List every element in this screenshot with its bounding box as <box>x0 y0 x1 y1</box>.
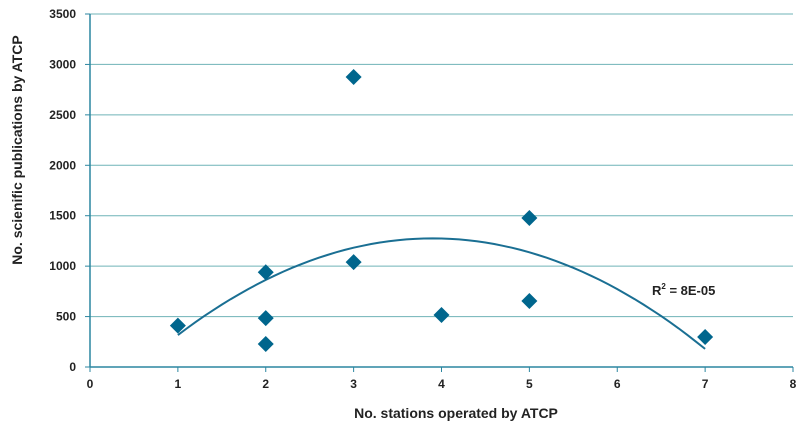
x-tick-label: 2 <box>262 377 269 391</box>
y-tick-label: 1500 <box>49 209 76 223</box>
x-tick-label: 6 <box>614 377 621 391</box>
y-tick-label: 2000 <box>49 158 76 172</box>
r2-annotation: R2 = 8E-05 <box>652 282 715 298</box>
x-tick-label: 4 <box>438 377 445 391</box>
data-point <box>345 254 362 271</box>
x-tick-label: 3 <box>350 377 357 391</box>
data-point <box>433 307 450 324</box>
x-tick-label: 7 <box>702 377 709 391</box>
x-tick-labels: 0 1 2 3 4 5 6 7 8 <box>87 377 797 391</box>
data-points <box>169 69 714 353</box>
data-point <box>697 329 714 346</box>
data-point <box>345 69 362 86</box>
x-tick-label: 0 <box>87 377 94 391</box>
y-tick-label: 3000 <box>49 57 76 71</box>
x-tick-label: 8 <box>790 377 797 391</box>
data-point <box>521 210 538 227</box>
data-point <box>521 293 538 310</box>
y-tick-label: 3500 <box>49 7 76 21</box>
y-tick-label: 0 <box>69 360 76 374</box>
x-axis-label: No. stations operated by ATCP <box>354 405 558 421</box>
gridlines <box>90 13 793 318</box>
trendline <box>177 237 706 350</box>
y-tick-label: 500 <box>56 310 76 324</box>
data-point <box>257 264 274 281</box>
data-point <box>257 336 274 353</box>
y-tick-labels: 0 500 1000 1500 2000 2500 3000 3500 <box>49 7 76 374</box>
data-point <box>257 310 274 327</box>
y-axis-label: No. scienific publications by ATCP <box>9 35 25 264</box>
x-tick-label: 1 <box>175 377 182 391</box>
y-tick-label: 2500 <box>49 108 76 122</box>
axes <box>85 13 794 372</box>
data-point <box>169 317 186 334</box>
y-tick-label: 1000 <box>49 259 76 273</box>
x-tick-label: 5 <box>526 377 533 391</box>
